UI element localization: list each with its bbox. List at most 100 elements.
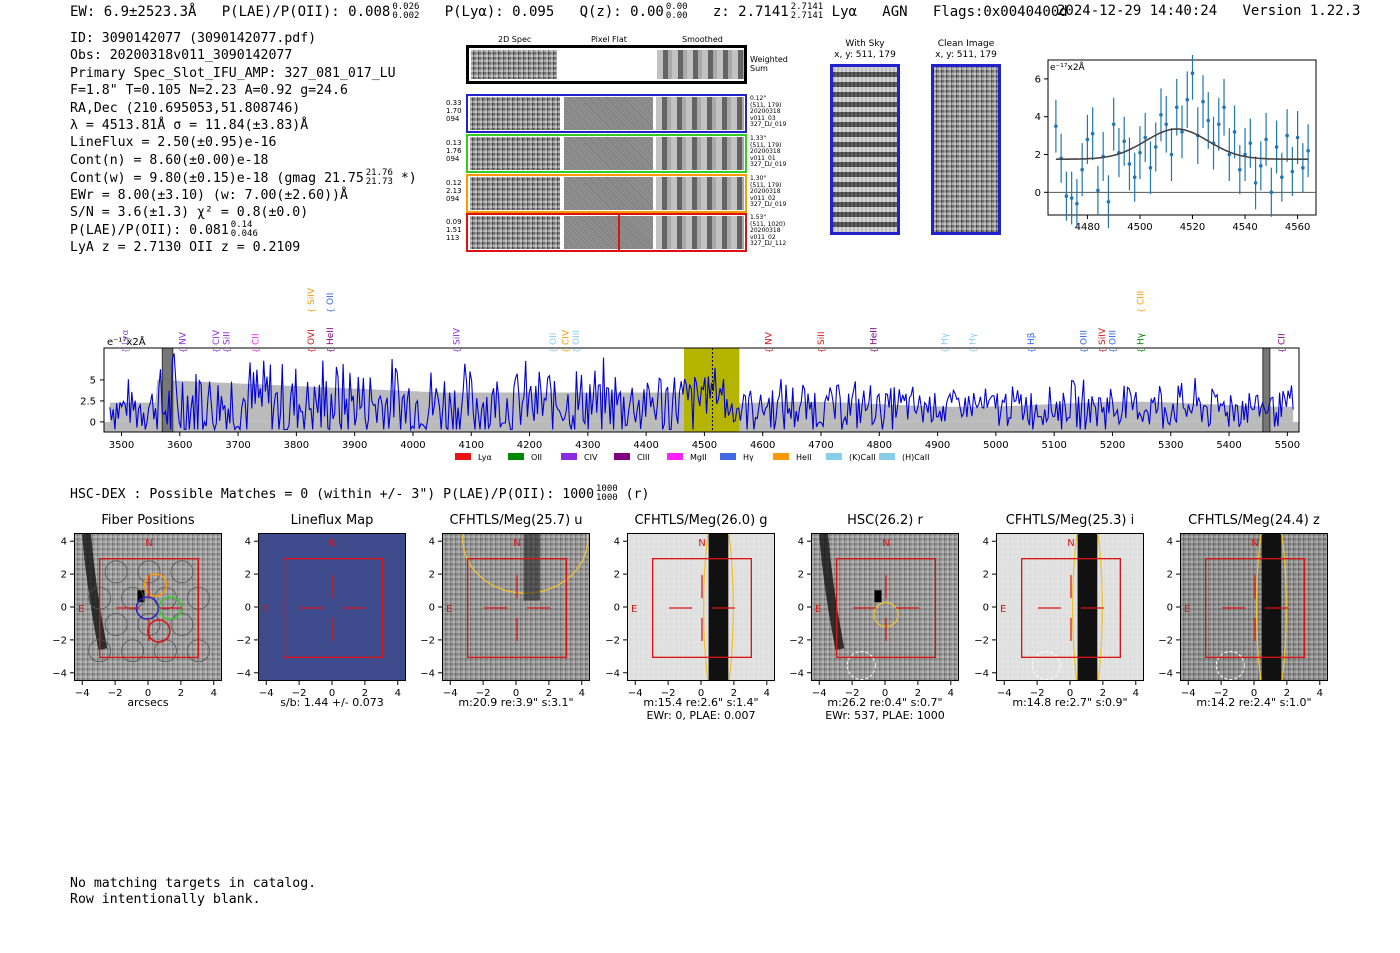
cutout-xtick-label: 2: [362, 688, 368, 699]
cutout-stat: 1.70: [446, 107, 462, 115]
cutout-caption: s/b: 1.44 +/- 0.073: [280, 696, 384, 709]
ew-value: EW: 6.9±2523.3Å: [70, 4, 197, 20]
emission-line-label: SiII: [222, 331, 232, 345]
cutout-row: [466, 94, 747, 133]
cutout-stat: 094: [446, 115, 460, 123]
emission-line-label: NV: [179, 331, 189, 345]
neighbor-aperture: [1031, 651, 1061, 680]
legend-swatch: [667, 453, 683, 460]
col-header-smoothed: Smoothed: [682, 35, 723, 44]
fiber-primary: [135, 596, 160, 620]
z-hi: 2.7141: [790, 2, 824, 12]
cutout-stat: 0.09: [446, 218, 462, 226]
cutout-row-stats: 0.13 1.76 094: [446, 139, 466, 163]
cutout-row: [466, 174, 747, 213]
east-label: E: [78, 604, 84, 615]
emission-line-brace: {: [326, 348, 335, 353]
cutout-2dspec: [470, 97, 560, 130]
search-box: [652, 558, 752, 658]
fit-data-point: [1069, 196, 1074, 200]
fit-data-point: [1054, 124, 1058, 128]
hsc-summary: HSC-DEX : Possible Matches = 0 (within +…: [70, 485, 649, 503]
cutout-ytick-label: 4: [614, 537, 620, 548]
emission-line-brace: {: [765, 348, 774, 353]
cutout-caption: arcsecs: [127, 696, 169, 709]
fit-ylabel: e⁻¹⁷x2Å: [1050, 61, 1086, 73]
contw-lo: 21.73: [365, 177, 393, 188]
diffuse-source: [523, 534, 541, 601]
clean-image-title: Clean Image: [937, 39, 995, 49]
cutout-ytick-label: 0: [1167, 603, 1173, 614]
weighted-sum-cutout: [466, 45, 747, 84]
emission-line-brace: {: [121, 348, 130, 353]
cutout-meta-line: 20200318: [750, 148, 781, 155]
cutout-ytick-label: 4: [245, 537, 251, 548]
spectrum-xtick-label: 5300: [1158, 440, 1183, 451]
info-contn: Cont(n) = 8.60(±0.00)e-18: [70, 152, 269, 168]
cutout-stat: 1.51: [446, 226, 462, 234]
plae-value: P(LAE)/P(OII): 0.008: [221, 4, 391, 20]
hsc-summary-text: HSC-DEX : Possible Matches = 0 (within +…: [70, 487, 595, 502]
qz-hi: 0.00: [665, 2, 688, 12]
info-obs: Obs: 20200318v011_3090142077: [70, 48, 293, 64]
cutout-row-meta: 1.30" (511, 179) 20200318 v011_02 327_LU_019: [750, 175, 795, 209]
plae2-text: P(LAE)/P(OII): 0.081: [70, 223, 229, 239]
fit-data-point: [1238, 167, 1242, 172]
cutout-meta-line: 20200318: [750, 108, 781, 115]
info-lyaz: LyA z = 2.7130 OII z = 0.2109: [70, 239, 301, 255]
clean-image-coords: x, y: 511, 179: [935, 50, 997, 60]
cutout-ytick-label: 2: [61, 570, 67, 581]
fit-data-point: [1259, 164, 1263, 168]
fit-data-point: [1280, 175, 1284, 179]
cutout-xtick-label: 2: [915, 688, 921, 699]
fit-data-point: [1180, 130, 1184, 134]
emission-line-brace: {: [1079, 348, 1088, 353]
fit-data-point: [1106, 199, 1111, 204]
fit-data-point: [1306, 148, 1310, 153]
cutout-smoothed: [656, 97, 744, 130]
z-value: z: 2.7141: [712, 4, 789, 20]
cutout-title: CFHTLS/Meg(24.4) z: [1188, 513, 1320, 528]
info-lambda: λ = 4513.81Å σ = 11.84(±3.83)Å: [70, 117, 309, 133]
with-sky-title: With Sky: [845, 39, 885, 49]
cutout-yaxis: 4 2 0 −2 −4: [789, 537, 811, 679]
fiber-circle: [121, 639, 144, 663]
east-label: E: [1000, 604, 1006, 615]
cutout-ytick-label: −2: [420, 635, 435, 646]
fit-xtick-label: 4480: [1075, 222, 1100, 233]
cutout-ytick-label: −4: [236, 668, 251, 679]
fit-data-point: [1285, 133, 1289, 138]
fit-data-point: [1274, 145, 1279, 149]
fit-data-point: [1111, 122, 1116, 127]
cutout-meta-line: 20200318: [750, 188, 781, 195]
cutout-ytick-label: 2: [983, 570, 989, 581]
emission-line-label: HeII: [326, 327, 336, 345]
cutout-stat: 094: [446, 155, 460, 163]
cutout-yaxis: 4 2 0 −2 −4: [236, 537, 258, 679]
emission-line-label: Hγ: [941, 332, 951, 345]
emission-line-brace: {: [1136, 308, 1145, 313]
info-contw: Cont(w) = 9.80(±0.15)e-18 (gmag 21.75 21.…: [70, 168, 417, 188]
emission-line-brace: {: [1098, 348, 1107, 353]
emission-line-brace: {: [562, 348, 571, 353]
spectrum-xtick-label: 3500: [109, 440, 134, 451]
cutout-xtick-label: 0: [882, 688, 888, 699]
cutout-ytick-label: −2: [236, 635, 251, 646]
contw-hi: 21.76: [365, 168, 393, 179]
col-header-pixelflat: Pixel Flat: [591, 35, 627, 44]
cutout-meta-line: v011_02: [750, 194, 776, 202]
fit-data-point: [1085, 137, 1090, 142]
east-label: E: [1184, 604, 1190, 615]
cutout-ytick-label: −4: [420, 668, 435, 679]
fit-data-point: [1080, 167, 1084, 172]
plae2-lo: 0.046: [230, 229, 258, 240]
emission-line-label: NV: [765, 331, 775, 345]
cutout-title: CFHTLS/Meg(25.3) i: [1005, 513, 1135, 528]
emission-line-brace: {: [252, 348, 261, 353]
north-label: N: [513, 538, 520, 549]
cutout-title: CFHTLS/Meg(25.7) u: [449, 513, 583, 528]
cutout-ytick-label: 4: [983, 537, 989, 548]
cutout-pixelflat: [564, 97, 653, 130]
